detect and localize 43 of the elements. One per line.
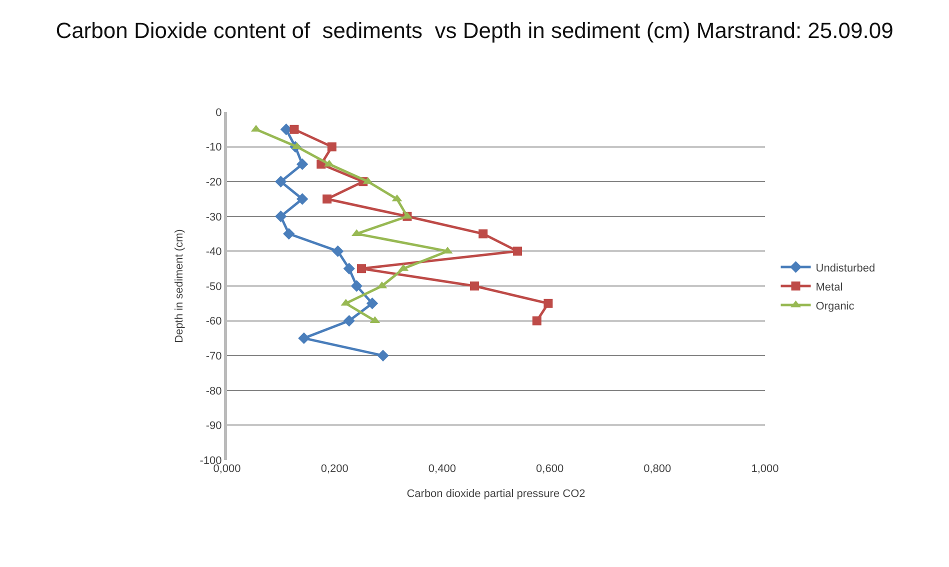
point [343,262,355,274]
y-tick-label: -70 [206,350,222,362]
point [343,314,355,327]
point [298,332,310,344]
point [283,228,295,240]
point [357,264,366,274]
legend-label: Undisturbed [816,262,876,274]
point [377,350,389,362]
x-tick-label: 0,200 [320,463,348,475]
point [332,245,344,258]
y-tick-label: 0 [216,106,222,119]
y-tick-label: -30 [206,211,222,224]
y-axis-title: Depth in sediment (cm) [173,229,186,343]
x-tick-label: 0,000 [213,463,241,475]
legend-label: Organic [816,300,855,312]
point [544,298,553,308]
x-tick-label: 0,400 [428,463,456,475]
y-tick-label: -10 [206,142,222,154]
x-tick-label: 1,000 [751,463,779,475]
point [513,246,522,256]
y-tick-label: -50 [206,280,222,293]
point [296,193,308,205]
legend-label: Metal [816,281,843,294]
point [470,282,479,290]
y-tick-label: -90 [206,420,222,432]
point [274,176,287,188]
point [350,280,363,292]
y-tick-label: -80 [206,385,222,398]
y-tick-label: -40 [206,246,222,258]
point [327,142,336,152]
point [274,210,287,222]
point [322,194,332,204]
y-tick-label: -60 [206,316,222,328]
point [366,298,378,310]
point [532,316,542,326]
x-tick-label: 0,800 [644,463,672,475]
y-tick-label: -20 [206,176,222,188]
chart-title: Carbon Dioxide content of sediments vs Depth in sediment (cm) Marstrand: 25.09.09 [56,18,894,44]
point [290,124,299,134]
x-axis-title: Carbon dioxide partial pressure CO2 [406,488,586,500]
point [296,158,308,170]
x-tick-label: 0,600 [536,463,564,475]
point [478,229,488,238]
